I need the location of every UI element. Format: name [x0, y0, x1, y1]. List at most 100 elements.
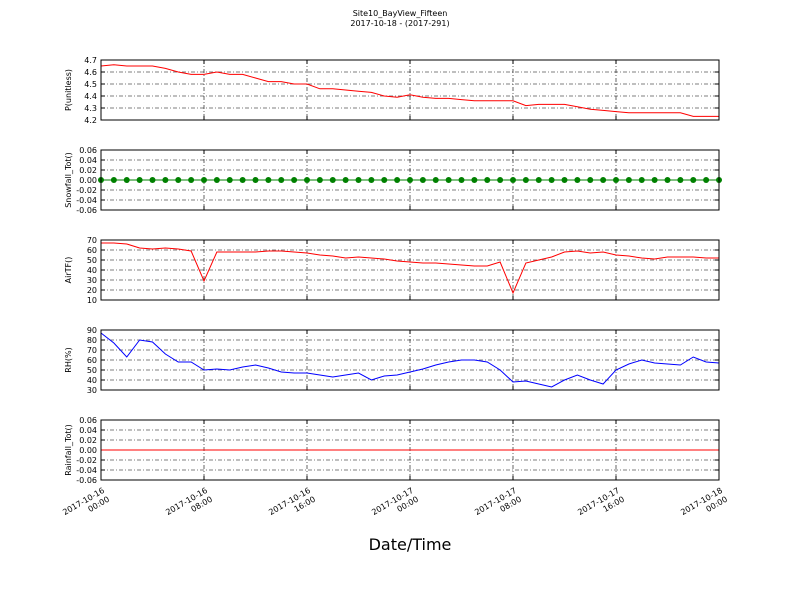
data-point: [445, 177, 452, 183]
y-axis-label: Rainfall_Tot(): [64, 424, 73, 476]
y-tick-label: 50: [87, 366, 97, 375]
x-tick-label-group: 2017-10-1716:00: [576, 486, 626, 526]
x-tick-label-group: 2017-10-1800:00: [679, 486, 729, 526]
axes-frame: [100, 329, 720, 391]
data-point: [110, 177, 117, 183]
y-tick-label: 40: [87, 266, 97, 275]
y-tick-label: 40: [87, 376, 97, 385]
x-tick-label: 2017-10-1708:00: [473, 486, 523, 526]
data-point: [304, 177, 310, 183]
data-point: [239, 177, 246, 183]
y-tick-label: 4.7: [84, 56, 97, 65]
data-point: [419, 177, 426, 183]
data-point: [162, 177, 169, 183]
y-tick-label: 30: [87, 386, 97, 395]
x-tick-label-group: 2017-10-1708:00: [473, 486, 523, 526]
y-tick-label: 70: [87, 346, 97, 355]
data-point: [188, 177, 195, 183]
data-point: [407, 177, 413, 183]
y-tick-label: 0.04: [79, 156, 97, 165]
data-point: [342, 177, 349, 183]
data-point: [458, 177, 465, 183]
data-point: [201, 177, 207, 183]
y-tick-label: -0.06: [76, 476, 97, 485]
data-point: [535, 177, 542, 183]
y-tick-label: -0.02: [76, 186, 97, 195]
data-point: [574, 177, 581, 183]
data-point: [625, 177, 632, 183]
data-point: [522, 177, 529, 183]
data-point: [278, 177, 285, 183]
y-tick-label: 0.00: [79, 176, 97, 185]
y-tick-label: 20: [87, 286, 97, 295]
data-point: [252, 177, 259, 183]
y-tick-label: -0.04: [76, 466, 97, 475]
y-tick-label: 0.00: [79, 446, 97, 455]
x-tick-label: 2017-10-1700:00: [370, 486, 420, 526]
y-tick-label: 70: [87, 236, 97, 245]
y-tick-label: 0.06: [79, 146, 97, 155]
data-point: [123, 177, 130, 183]
data-point: [381, 177, 388, 183]
data-point: [329, 177, 336, 183]
y-axis-label: RH(%): [64, 347, 73, 372]
data-point: [600, 177, 607, 183]
data-point: [484, 177, 491, 183]
y-tick-label: 10: [87, 296, 97, 305]
y-tick-label: 60: [87, 246, 97, 255]
y-tick-label: -0.06: [76, 206, 97, 215]
y-tick-label: 4.3: [84, 104, 97, 113]
y-tick-label: 0.02: [79, 166, 97, 175]
x-tick-label: 2017-10-1716:00: [576, 486, 626, 526]
data-line: [101, 242, 719, 295]
data-point: [497, 177, 504, 183]
x-tick-label-group: 2017-10-1600:00: [61, 486, 111, 526]
data-point: [432, 177, 439, 183]
x-tick-label-group: 2017-10-1616:00: [267, 486, 317, 526]
x-tick-label: 2017-10-1600:00: [61, 486, 111, 526]
data-point: [587, 177, 594, 183]
data-point: [265, 177, 272, 183]
y-tick-label: 0.06: [79, 416, 97, 425]
data-point: [677, 177, 684, 183]
y-tick-label: 0.04: [79, 426, 97, 435]
data-point: [690, 177, 697, 183]
data-point: [213, 177, 220, 183]
x-axis-label: Date/Time: [369, 535, 452, 554]
x-tick-label: 2017-10-1800:00: [679, 486, 729, 526]
data-point: [548, 177, 555, 183]
y-axis-label: AirTF(): [64, 257, 73, 284]
axes-frame: [100, 149, 720, 211]
y-tick-label: 50: [87, 256, 97, 265]
y-tick-label: 60: [87, 356, 97, 365]
data-point: [175, 177, 182, 183]
y-tick-label: 4.2: [84, 116, 97, 125]
y-tick-label: 4.5: [84, 80, 97, 89]
y-tick-label: -0.04: [76, 196, 97, 205]
figure-title: Site10_BayView_Fifteen: [353, 9, 448, 18]
x-tick-label-group: 2017-10-1700:00: [370, 486, 420, 526]
y-axis-label: P(unitless): [64, 69, 73, 111]
data-point: [613, 177, 619, 183]
data-point: [226, 177, 233, 183]
data-point: [368, 177, 375, 183]
data-line: [100, 332, 720, 388]
x-tick-label: 2017-10-1616:00: [267, 486, 317, 526]
figure-subtitle: 2017-10-18 - (2017-291): [350, 19, 449, 28]
data-line: [100, 64, 719, 117]
data-point: [638, 177, 645, 183]
y-tick-label: 90: [87, 326, 97, 335]
data-point: [471, 177, 478, 183]
data-point: [510, 177, 516, 183]
y-tick-label: -0.02: [76, 456, 97, 465]
axes-frame: [100, 59, 720, 121]
y-tick-label: 80: [87, 336, 97, 345]
axes-frame: [100, 419, 720, 481]
data-point: [394, 177, 401, 183]
x-tick-label: 2017-10-1608:00: [164, 486, 214, 526]
data-point: [355, 177, 362, 183]
y-axis-label: Snowfall_Tot(): [64, 152, 73, 208]
data-point: [703, 177, 710, 183]
data-point: [291, 177, 298, 183]
data-point: [664, 177, 671, 183]
